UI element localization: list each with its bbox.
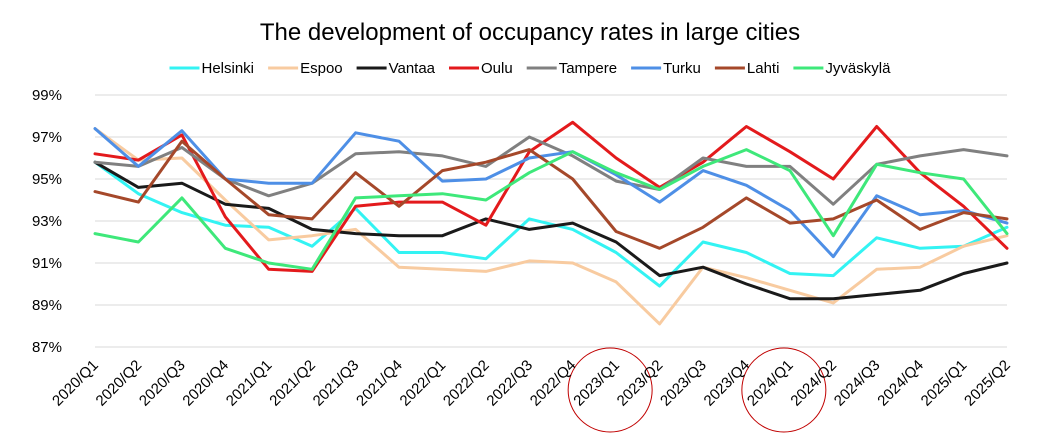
highlight-circle-2024-q1 (741, 347, 827, 433)
x-tick-label-2025-q1: 2025/Q1 (918, 357, 971, 410)
x-tick-label-2020-q1: 2020/Q1 (49, 357, 102, 410)
highlight-circle-2023-q1 (567, 347, 653, 433)
series-line-turku (93, 127, 1009, 259)
x-tick-label-2024-q3: 2024/Q3 (831, 357, 884, 410)
y-tick-label-95: 95% (32, 171, 62, 188)
legend-label-turku: Turku (663, 60, 701, 77)
legend-item-tampere: Tampere (526, 60, 617, 77)
series-line-oulu (93, 120, 1009, 273)
x-tick-label-2024-q2: 2024/Q2 (787, 357, 840, 410)
series-line-espoo (93, 127, 1009, 326)
y-tick-label-87: 87% (32, 339, 62, 356)
legend-label-helsinki: Helsinki (202, 60, 255, 77)
legend-label-tampere: Tampere (559, 60, 617, 77)
x-tick-label-2021-q2: 2021/Q2 (266, 357, 319, 410)
x-tick-label-2020-q4: 2020/Q4 (179, 357, 232, 410)
x-tick-label-2021-q1: 2021/Q1 (223, 357, 276, 410)
legend-label-vantaa: Vantaa (389, 60, 436, 77)
x-tick-label-2023-q4: 2023/Q4 (701, 357, 754, 410)
series-lines (93, 120, 1009, 326)
legend-item-espoo: Espoo (268, 60, 343, 77)
legend-item-oulu: Oulu (449, 60, 513, 77)
x-tick-label-2020-q3: 2020/Q3 (136, 357, 189, 410)
series-line-vantaa (93, 160, 1009, 301)
y-tick-label-93: 93% (32, 213, 62, 230)
x-tick-label-2023-q3: 2023/Q3 (657, 357, 710, 410)
legend-label-lahti: Lahti (747, 60, 780, 77)
series-line-tampere (93, 135, 1009, 206)
x-tick-label-2025-q2: 2025/Q2 (961, 357, 1014, 410)
y-tick-label-99: 99% (32, 87, 62, 104)
x-tick-label-2023-q2: 2023/Q2 (614, 357, 667, 410)
y-tick-label-91: 91% (32, 255, 62, 272)
highlight-circles (567, 347, 827, 433)
y-tick-label-97: 97% (32, 129, 62, 146)
y-tick-label-89: 89% (32, 297, 62, 314)
x-tick-label-2022-q1: 2022/Q1 (397, 357, 450, 410)
x-axis-tick-labels: 2020/Q12020/Q22020/Q32020/Q42021/Q12021/… (49, 357, 1014, 410)
x-tick-label-2024-q1: 2024/Q1 (744, 357, 797, 410)
chart-title: The development of occupancy rates in la… (260, 19, 800, 46)
legend-item-lahti: Lahti (714, 60, 780, 77)
x-tick-label-2021-q3: 2021/Q3 (310, 357, 363, 410)
legend-label-espoo: Espoo (300, 60, 343, 77)
chart-legend: Helsinki Espoo Vantaa Oulu Tampere Turku Lahti… (169, 60, 891, 77)
x-tick-label-2022-q4: 2022/Q4 (527, 357, 580, 410)
legend-item-jyvaskyla: Jyväskylä (793, 60, 891, 77)
legend-label-jyvaskyla: Jyväskylä (825, 60, 891, 77)
legend-item-turku: Turku (631, 60, 701, 77)
x-tick-label-2022-q2: 2022/Q2 (440, 357, 493, 410)
legend-item-vantaa: Vantaa (356, 60, 436, 77)
legend-item-helsinki: Helsinki (169, 60, 255, 77)
series-line-jyvaskyla (93, 148, 1009, 271)
series-line-helsinki (93, 160, 1009, 288)
x-tick-label-2023-q1: 2023/Q1 (570, 357, 623, 410)
series-line-lahti (93, 139, 1009, 250)
y-axis-tick-labels: 87% 89% 91% 93% 95% 97% 99% (32, 87, 62, 356)
x-tick-label-2020-q2: 2020/Q2 (93, 357, 146, 410)
x-tick-label-2021-q4: 2021/Q4 (353, 357, 406, 410)
x-tick-label-2024-q4: 2024/Q4 (874, 357, 927, 410)
x-tick-label-2022-q3: 2022/Q3 (483, 357, 536, 410)
legend-label-oulu: Oulu (481, 60, 513, 77)
